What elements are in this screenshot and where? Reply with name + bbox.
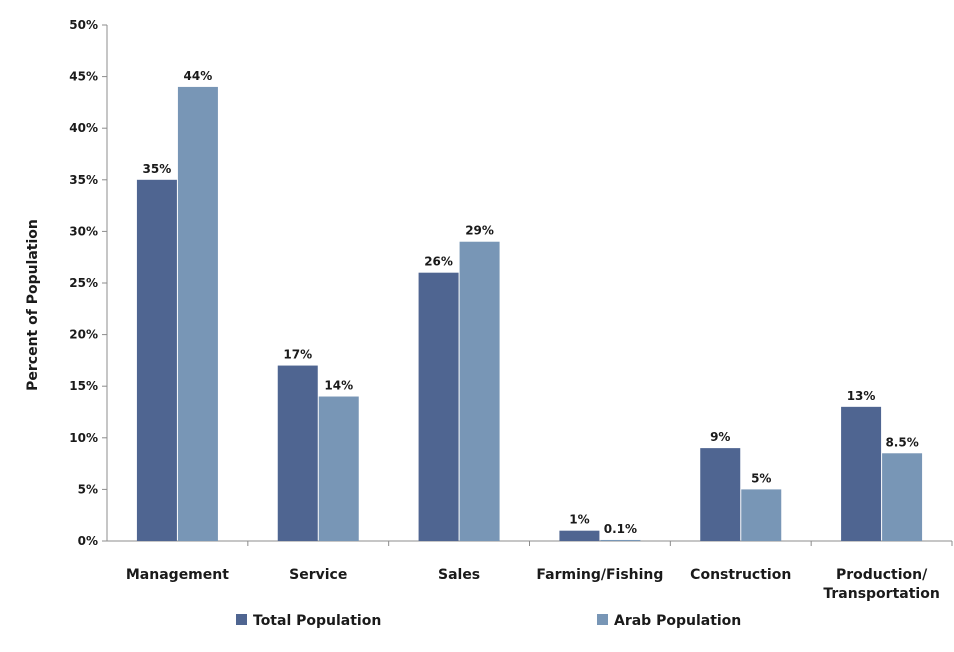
y-tick-label: 5% (78, 482, 98, 496)
y-tick-label: 35% (69, 173, 98, 187)
x-category-label: Transportation (823, 586, 939, 602)
x-axis-labels: Management Service Sales Farming/Fishing Con… (126, 541, 953, 602)
bar-arab-1 (318, 396, 359, 541)
data-label: 5% (751, 471, 771, 485)
data-label: 35% (143, 162, 172, 176)
y-axis-ticks: 0% 5% 10% 15% 20% 25% 30% 35% 40% 45% 50% (69, 18, 107, 548)
bar-total-3 (559, 530, 600, 541)
data-label: 13% (847, 389, 876, 403)
y-tick-label: 25% (69, 276, 98, 290)
bar-arab-4 (741, 489, 782, 541)
data-label: 44% (184, 69, 213, 83)
y-axis-title: Percent of Population (25, 219, 41, 391)
y-tick-label: 20% (69, 328, 98, 342)
y-tick-label: 45% (69, 70, 98, 84)
bar-arab-0 (177, 86, 218, 542)
x-category-label: Production/ (836, 567, 928, 583)
data-label: 14% (324, 379, 353, 393)
bar-total-2 (418, 272, 459, 541)
bar-total-1 (277, 365, 318, 541)
x-category-label: Management (126, 567, 229, 583)
bar-total-0 (136, 179, 177, 542)
legend-swatch (236, 614, 247, 625)
legend-label: Arab Population (614, 613, 741, 629)
y-tick-label: 15% (69, 379, 98, 393)
x-category-label: Construction (690, 567, 791, 583)
y-tick-label: 30% (69, 224, 98, 238)
data-label: 1% (569, 513, 589, 527)
bar-arab-2 (459, 241, 500, 541)
data-label: 9% (710, 430, 730, 444)
legend-label: Total Population (253, 613, 381, 629)
y-tick-label: 50% (69, 18, 98, 32)
legend: Total Population Arab Population (236, 613, 741, 629)
x-category-label: Service (289, 567, 347, 583)
x-category-label: Farming/Fishing (536, 567, 663, 583)
legend-swatch (597, 614, 608, 625)
bar-total-5 (841, 406, 882, 541)
data-label: 0.1% (604, 522, 637, 536)
data-label: 8.5% (885, 435, 918, 449)
bar-arab-3 (600, 539, 641, 541)
bars (136, 86, 923, 542)
y-axis-title-group: Percent of Population (25, 219, 41, 391)
y-tick-label: 0% (78, 534, 98, 548)
data-labels: 35% 44% 17% 14% 26% 29% 1% 0.1% 9% 5% 13% 8.5% (143, 69, 919, 536)
data-label: 29% (465, 224, 494, 238)
data-label: 26% (424, 255, 453, 269)
bar-arab-5 (882, 453, 923, 541)
data-label: 17% (283, 348, 312, 362)
x-category-label: Sales (438, 567, 480, 583)
y-tick-label: 40% (69, 121, 98, 135)
y-tick-label: 10% (69, 431, 98, 445)
bar-total-4 (700, 448, 741, 541)
